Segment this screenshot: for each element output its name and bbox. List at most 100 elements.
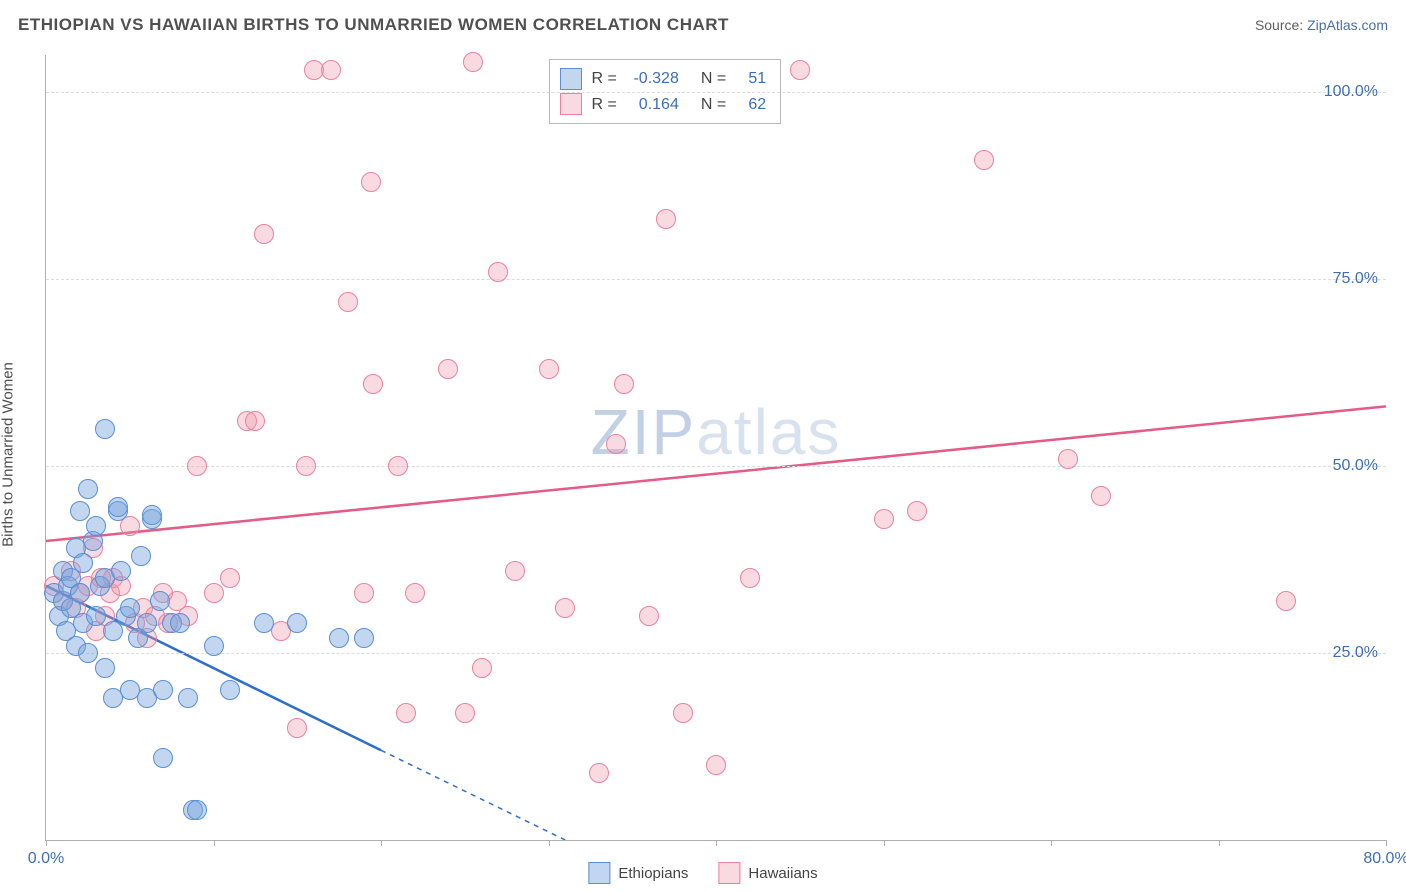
- ethiopians-point: [254, 613, 274, 633]
- ethiopians-point: [111, 561, 131, 581]
- x-tick: [716, 840, 717, 846]
- x-tick-label: 0.0%: [28, 850, 64, 868]
- r-value: -0.328: [627, 66, 679, 92]
- hawaiians-label: Hawaiians: [748, 865, 817, 882]
- hawaiians-point: [396, 703, 416, 723]
- ethiopians-point: [142, 505, 162, 525]
- watermark-zip: ZIP: [591, 396, 697, 468]
- ethiopians-point: [78, 479, 98, 499]
- r-value: 0.164: [627, 92, 679, 118]
- x-tick: [1051, 840, 1052, 846]
- n-value: 62: [736, 92, 766, 118]
- legend-item-ethiopians: Ethiopians: [588, 862, 688, 884]
- bottom-legend: Ethiopians Hawaiians: [588, 862, 817, 884]
- hawaiians-point: [338, 292, 358, 312]
- x-tick-label: 80.0%: [1363, 850, 1406, 868]
- hawaiians-point: [463, 52, 483, 72]
- hawaiians-point: [438, 359, 458, 379]
- watermark-rest: atlas: [696, 396, 841, 468]
- grid-line-h: [46, 92, 1386, 93]
- ethiopians-point: [153, 748, 173, 768]
- hawaiians-point: [1058, 449, 1078, 469]
- source-label: Source:: [1255, 17, 1303, 33]
- grid-line-h: [46, 466, 1386, 467]
- hawaiians-point: [1091, 486, 1111, 506]
- x-tick: [381, 840, 382, 846]
- ethiopians-point: [78, 643, 98, 663]
- hawaiians-swatch: [718, 862, 740, 884]
- stats-swatch: [560, 93, 582, 115]
- ethiopians-swatch: [588, 862, 610, 884]
- ethiopians-point: [220, 680, 240, 700]
- hawaiians-point: [321, 60, 341, 80]
- y-tick-label: 75.0%: [1333, 270, 1378, 288]
- hawaiians-point: [555, 598, 575, 618]
- x-tick: [549, 840, 550, 846]
- ethiopians-point: [131, 546, 151, 566]
- hawaiians-point: [287, 718, 307, 738]
- hawaiians-point: [361, 172, 381, 192]
- ethiopians-point: [86, 516, 106, 536]
- hawaiians-point: [874, 509, 894, 529]
- source-attribution: Source: ZipAtlas.com: [1255, 17, 1388, 33]
- watermark: ZIPatlas: [591, 395, 842, 469]
- legend-item-hawaiians: Hawaiians: [718, 862, 817, 884]
- ethiopians-point: [86, 606, 106, 626]
- ethiopians-point: [108, 497, 128, 517]
- ethiopians-point: [204, 636, 224, 656]
- ethiopians-label: Ethiopians: [618, 865, 688, 882]
- hawaiians-point: [539, 359, 559, 379]
- scatter-plot-area: ZIPatlas R = -0.328 N = 51 R = 0.164 N =…: [45, 55, 1386, 841]
- hawaiians-point: [656, 209, 676, 229]
- r-label: R =: [592, 92, 617, 118]
- hawaiians-point: [220, 568, 240, 588]
- x-tick: [214, 840, 215, 846]
- ethiopians-point: [120, 598, 140, 618]
- ethiopians-point: [354, 628, 374, 648]
- n-label: N =: [701, 92, 726, 118]
- hawaiians-point: [405, 583, 425, 603]
- hawaiians-point: [639, 606, 659, 626]
- ethiopians-point: [178, 688, 198, 708]
- ethiopians-point: [153, 680, 173, 700]
- hawaiians-point: [296, 456, 316, 476]
- hawaiians-point: [606, 434, 626, 454]
- hawaiians-point: [1276, 591, 1296, 611]
- hawaiians-point: [790, 60, 810, 80]
- n-label: N =: [701, 66, 726, 92]
- y-axis-label: Births to Unmarried Women: [0, 362, 17, 547]
- stats-row: R = 0.164 N = 62: [560, 92, 767, 118]
- source-link[interactable]: ZipAtlas.com: [1307, 17, 1388, 33]
- grid-line-h: [46, 279, 1386, 280]
- y-tick-label: 25.0%: [1333, 644, 1378, 662]
- ethiopians-point: [70, 583, 90, 603]
- hawaiians-point: [589, 763, 609, 783]
- ethiopians-point: [70, 501, 90, 521]
- y-tick-label: 50.0%: [1333, 457, 1378, 475]
- y-tick-label: 100.0%: [1324, 83, 1378, 101]
- hawaiians-point: [472, 658, 492, 678]
- hawaiians-point: [254, 224, 274, 244]
- stats-swatch: [560, 68, 582, 90]
- hawaiians-point: [455, 703, 475, 723]
- hawaiians-point: [187, 456, 207, 476]
- hawaiians-point: [204, 583, 224, 603]
- ethiopians-point: [95, 658, 115, 678]
- hawaiians-point: [740, 568, 760, 588]
- ethiopians-point: [137, 613, 157, 633]
- hawaiians-point: [388, 456, 408, 476]
- x-tick: [1219, 840, 1220, 846]
- hawaiians-point: [614, 374, 634, 394]
- hawaiians-point: [907, 501, 927, 521]
- ethiopians-point: [187, 800, 207, 820]
- hawaiians-point: [363, 374, 383, 394]
- r-label: R =: [592, 66, 617, 92]
- ethiopians-point: [287, 613, 307, 633]
- hawaiians-point: [974, 150, 994, 170]
- ethiopians-point: [329, 628, 349, 648]
- x-tick: [884, 840, 885, 846]
- hawaiians-point: [245, 411, 265, 431]
- hawaiians-point: [706, 755, 726, 775]
- hawaiians-point: [488, 262, 508, 282]
- hawaiians-point: [673, 703, 693, 723]
